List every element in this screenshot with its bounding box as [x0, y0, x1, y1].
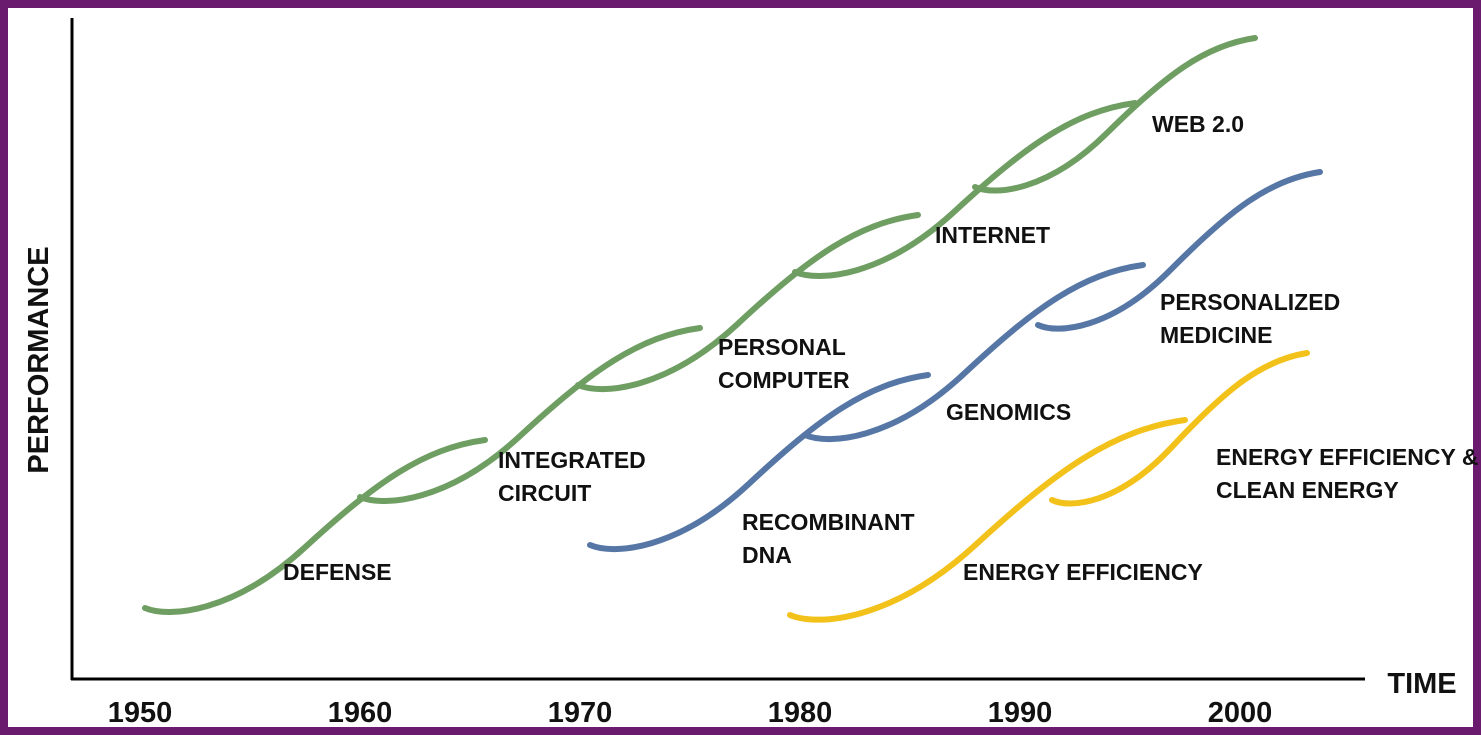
- curve: [1049, 350, 1310, 507]
- curve-label: WEB 2.0: [1152, 111, 1244, 137]
- curve-label: PERSONAL: [718, 334, 846, 360]
- curve: [1035, 169, 1323, 332]
- x-tick-label: 2000: [1208, 697, 1273, 729]
- curve: [575, 212, 921, 392]
- curve: [787, 417, 1188, 623]
- curve-label: DEFENSE: [283, 559, 392, 585]
- x-axis-label: TIME: [1387, 668, 1456, 700]
- curve: [587, 372, 931, 552]
- curve-label: CLEAN ENERGY: [1216, 477, 1399, 503]
- curve: [802, 262, 1146, 442]
- x-tick-label: 1980: [768, 697, 833, 729]
- curve: [142, 437, 488, 615]
- curve: [792, 100, 1138, 279]
- curve-label: GENOMICS: [946, 399, 1071, 425]
- curve: [972, 35, 1258, 194]
- curve-label: ENERGY EFFICIENCY: [963, 559, 1203, 585]
- curve-label: MEDICINE: [1160, 322, 1272, 348]
- curve-label: DNA: [742, 542, 792, 568]
- curve-label: ENERGY EFFICIENCY &: [1216, 444, 1478, 470]
- curve-label: INTERNET: [935, 222, 1050, 248]
- curve-label: RECOMBINANT: [742, 509, 915, 535]
- x-tick-label: 1970: [548, 697, 613, 729]
- curve: [357, 325, 703, 504]
- y-axis-label: PERFORMANCE: [23, 246, 55, 473]
- curve-label: CIRCUIT: [498, 480, 591, 506]
- curve-label: COMPUTER: [718, 367, 850, 393]
- curve-label: INTEGRATED: [498, 447, 646, 473]
- x-tick-label: 1950: [108, 697, 173, 729]
- x-tick-label: 1960: [328, 697, 393, 729]
- curve-label: PERSONALIZED: [1160, 289, 1340, 315]
- x-tick-label: 1990: [988, 697, 1053, 729]
